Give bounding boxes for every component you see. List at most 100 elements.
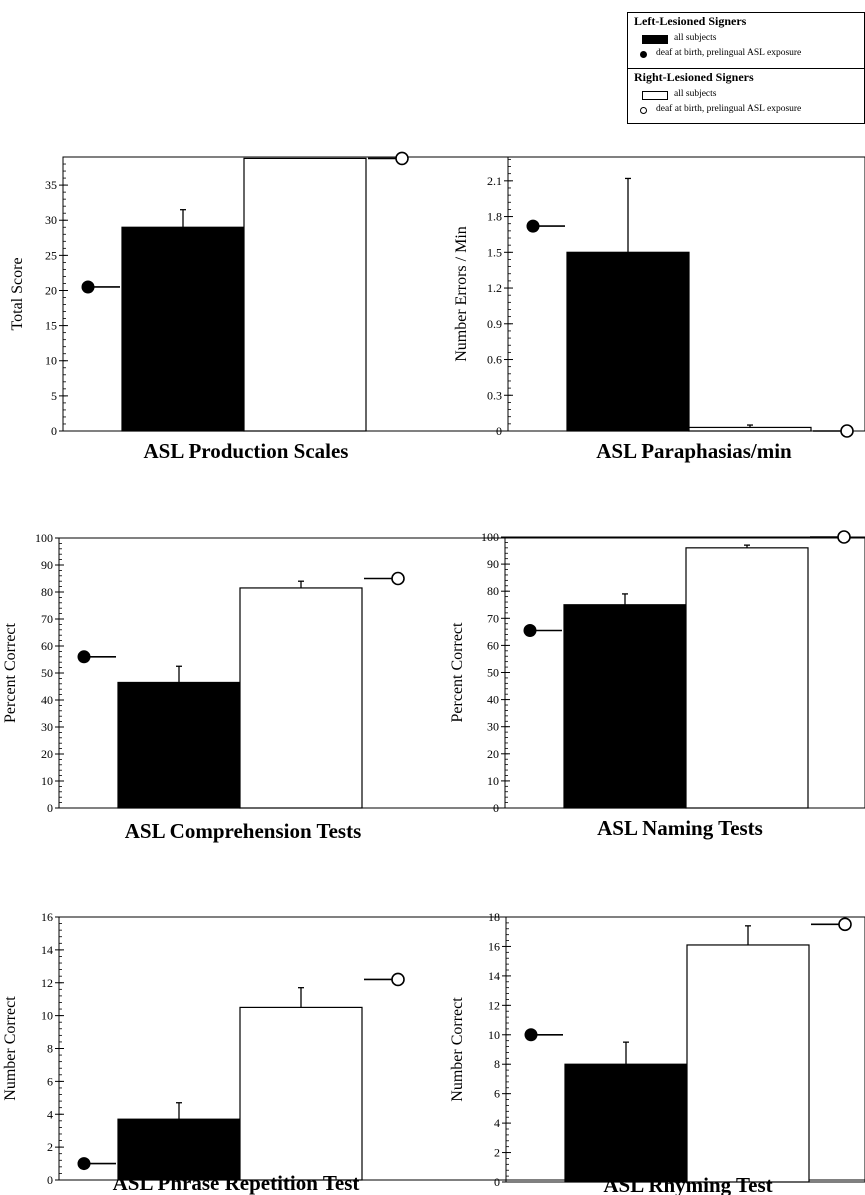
legend-left-all-label: all subjects bbox=[674, 33, 717, 43]
left-deaf-marker-dot bbox=[81, 280, 95, 294]
y-tick-label: 16 bbox=[488, 939, 500, 953]
y-tick-label: 30 bbox=[487, 720, 499, 734]
y-tick-label: 4 bbox=[47, 1107, 53, 1121]
legend-left-deaf-row: deaf at birth, prelingual ASL exposure bbox=[628, 48, 864, 62]
y-axis-label: Number Errors / Min bbox=[453, 226, 470, 362]
chart-title: ASL Phrase Repetition Test bbox=[113, 1171, 360, 1195]
y-tick-label: 14 bbox=[41, 943, 53, 957]
y-tick-label: 10 bbox=[488, 1028, 500, 1042]
y-tick-label: 10 bbox=[45, 354, 57, 368]
legend-right-all-row: all subjects bbox=[628, 89, 864, 103]
chart-panel-1: 0 5 10 15 20 25 30 35 Total Score ASL Production … bbox=[9, 151, 865, 463]
left-lesioned-bar bbox=[117, 681, 241, 809]
y-tick-label: 2 bbox=[47, 1140, 53, 1154]
legend-left-all-row: all subjects bbox=[628, 33, 864, 47]
y-tick-label: 4 bbox=[494, 1116, 500, 1130]
chart-panel-6: 0 2 4 6 8 10 12 14 16 18 Number Correct ASL Rhyming… bbox=[449, 910, 865, 1195]
y-tick-label: 60 bbox=[41, 639, 53, 653]
y-tick-label: 90 bbox=[487, 557, 499, 571]
legend-open-dot-icon bbox=[640, 107, 647, 114]
chart-title: ASL Naming Tests bbox=[597, 816, 763, 840]
chart-title: ASL Production Scales bbox=[144, 439, 349, 463]
y-tick-label: 18 bbox=[488, 910, 500, 924]
y-tick-label: 14 bbox=[488, 969, 500, 983]
y-tick-label: 0.6 bbox=[487, 353, 502, 367]
right-lesioned-bar bbox=[239, 1006, 363, 1181]
right-lesioned-bar bbox=[243, 157, 367, 432]
right-lesioned-bar bbox=[686, 944, 810, 1183]
y-axis-label: Percent Correct bbox=[449, 622, 466, 723]
left-deaf-marker-dot bbox=[524, 1028, 538, 1042]
y-tick-label: 1.2 bbox=[487, 281, 502, 295]
y-tick-label: 10 bbox=[487, 774, 499, 788]
y-tick-label: 60 bbox=[487, 638, 499, 652]
legend-left-group: Left-Lesioned Signers all subjects deaf … bbox=[628, 13, 864, 68]
y-tick-label: 2.1 bbox=[487, 174, 502, 188]
y-tick-label: 1.5 bbox=[487, 245, 502, 259]
y-axis-label: Number Correct bbox=[449, 997, 466, 1102]
legend-right-title: Right-Lesioned Signers bbox=[634, 70, 754, 84]
y-tick-label: 10 bbox=[41, 774, 53, 788]
legend-left-deaf-label: deaf at birth, prelingual ASL exposure bbox=[656, 48, 802, 58]
left-lesioned-bar bbox=[121, 226, 245, 432]
y-tick-label: 35 bbox=[45, 178, 57, 192]
y-tick-label: 12 bbox=[488, 998, 500, 1012]
right-deaf-marker-dot bbox=[838, 917, 852, 932]
y-tick-label: 30 bbox=[41, 720, 53, 734]
legend-black-swatch bbox=[642, 35, 668, 44]
right-deaf-marker-dot bbox=[395, 151, 409, 166]
chart-title: ASL Paraphasias/min bbox=[596, 439, 792, 463]
legend-right-deaf-label: deaf at birth, prelingual ASL exposure bbox=[656, 104, 802, 114]
y-tick-label: 0 bbox=[494, 1175, 500, 1189]
y-tick-label: 40 bbox=[41, 693, 53, 707]
y-tick-label: 30 bbox=[45, 213, 57, 227]
y-tick-label: 50 bbox=[487, 666, 499, 680]
y-tick-label: 40 bbox=[487, 693, 499, 707]
y-tick-label: 80 bbox=[41, 585, 53, 599]
left-deaf-marker-dot bbox=[77, 650, 91, 664]
right-lesioned-bar bbox=[239, 587, 363, 809]
y-tick-label: 0 bbox=[47, 1173, 53, 1187]
chart-panel-2: 0 0.3 0.6 0.9 1.2 1.5 1.8 2.1 Number Errors / Mi… bbox=[453, 156, 865, 463]
y-tick-label: 0 bbox=[47, 801, 53, 815]
left-deaf-marker-dot bbox=[77, 1157, 91, 1171]
y-tick-label: 100 bbox=[481, 530, 499, 544]
legend-right-group: Right-Lesioned Signers all subjects deaf… bbox=[628, 68, 864, 123]
y-tick-label: 100 bbox=[35, 531, 53, 545]
plot-frame bbox=[62, 156, 865, 432]
left-deaf-marker-dot bbox=[523, 623, 537, 637]
y-axis-label: Number Correct bbox=[2, 996, 19, 1101]
left-lesioned-bar bbox=[566, 251, 690, 432]
y-tick-label: 1.8 bbox=[487, 210, 502, 224]
y-tick-label: 0.9 bbox=[487, 317, 502, 331]
y-tick-label: 15 bbox=[45, 319, 57, 333]
legend-filled-dot-icon bbox=[640, 51, 647, 58]
y-tick-label: 8 bbox=[494, 1057, 500, 1071]
y-tick-label: 12 bbox=[41, 976, 53, 990]
y-tick-label: 8 bbox=[47, 1042, 53, 1056]
right-deaf-marker-dot bbox=[391, 972, 405, 987]
left-lesioned-bar bbox=[564, 1063, 688, 1183]
y-tick-label: 20 bbox=[45, 283, 57, 297]
right-lesioned-bar bbox=[688, 426, 812, 432]
y-tick-label: 0 bbox=[496, 424, 502, 438]
left-deaf-marker-dot bbox=[526, 219, 540, 233]
chart-title: ASL Rhyming Test bbox=[603, 1173, 772, 1195]
chart-panel-4: 0 10 20 30 40 50 60 70 80 90 100 Percent Correct ASL… bbox=[449, 530, 865, 840]
y-tick-label: 70 bbox=[41, 612, 53, 626]
y-tick-label: 0 bbox=[51, 424, 57, 438]
y-axis-label: Total Score bbox=[9, 257, 26, 330]
left-lesioned-bar bbox=[563, 604, 687, 809]
chart-title: ASL Comprehension Tests bbox=[125, 819, 362, 843]
y-tick-label: 16 bbox=[41, 910, 53, 924]
y-tick-label: 80 bbox=[487, 584, 499, 598]
y-tick-label: 2 bbox=[494, 1146, 500, 1160]
y-tick-label: 90 bbox=[41, 558, 53, 572]
y-tick-label: 0.3 bbox=[487, 388, 502, 402]
y-tick-label: 6 bbox=[47, 1074, 53, 1088]
right-deaf-marker-dot bbox=[837, 530, 851, 544]
y-tick-label: 20 bbox=[41, 747, 53, 761]
legend: Left-Lesioned Signers all subjects deaf … bbox=[627, 12, 865, 124]
legend-left-title: Left-Lesioned Signers bbox=[634, 14, 747, 28]
